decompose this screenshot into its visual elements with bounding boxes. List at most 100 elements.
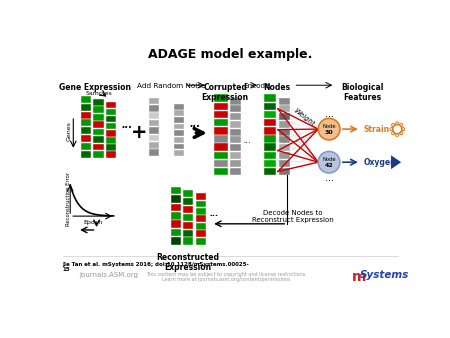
- Bar: [214, 152, 228, 159]
- Text: Biological
Features: Biological Features: [341, 83, 383, 102]
- Text: Journals.ASM.org: Journals.ASM.org: [80, 271, 139, 277]
- Bar: [264, 111, 276, 118]
- Text: +: +: [131, 123, 148, 142]
- Text: ...: ...: [189, 119, 201, 129]
- Bar: [279, 144, 290, 151]
- Bar: [264, 135, 276, 143]
- Bar: [174, 124, 184, 129]
- Bar: [230, 152, 241, 159]
- Bar: [162, 122, 172, 128]
- Bar: [183, 230, 194, 237]
- Bar: [230, 113, 241, 120]
- Bar: [94, 99, 104, 106]
- Bar: [230, 105, 241, 112]
- Bar: [81, 127, 91, 134]
- Bar: [94, 121, 104, 128]
- Bar: [149, 105, 159, 112]
- Text: 30: 30: [325, 130, 333, 135]
- Text: This content may be subject to copyright and license restrictions.
Learn more at: This content may be subject to copyright…: [146, 271, 307, 282]
- Text: Reconstruction Error: Reconstruction Error: [66, 172, 71, 226]
- Polygon shape: [391, 155, 401, 169]
- Bar: [174, 104, 184, 110]
- Text: Node: Node: [322, 124, 336, 129]
- Bar: [214, 160, 228, 167]
- Bar: [230, 144, 241, 151]
- Bar: [106, 151, 116, 158]
- Bar: [162, 129, 172, 135]
- Text: Weight: Weight: [292, 107, 316, 128]
- Bar: [174, 144, 184, 149]
- Text: Add Random Noise: Add Random Noise: [137, 83, 205, 89]
- Bar: [162, 150, 172, 156]
- Bar: [230, 121, 241, 128]
- Bar: [214, 119, 228, 126]
- Bar: [279, 129, 290, 136]
- Bar: [81, 96, 91, 103]
- Bar: [279, 168, 290, 174]
- Bar: [162, 115, 172, 121]
- Bar: [94, 114, 104, 121]
- Text: m: m: [352, 270, 367, 284]
- Bar: [106, 144, 116, 150]
- Bar: [174, 150, 184, 156]
- Bar: [162, 107, 172, 114]
- Bar: [149, 127, 159, 134]
- Bar: [279, 98, 290, 104]
- Bar: [279, 113, 290, 120]
- Bar: [230, 168, 241, 174]
- Bar: [81, 112, 91, 119]
- Bar: [264, 143, 276, 151]
- Bar: [214, 103, 228, 110]
- Bar: [94, 129, 104, 135]
- Text: Reconstructed
Expression: Reconstructed Expression: [157, 253, 220, 272]
- Bar: [196, 215, 206, 222]
- Bar: [230, 98, 241, 104]
- Bar: [106, 123, 116, 129]
- Bar: [149, 112, 159, 119]
- Bar: [106, 102, 116, 108]
- Bar: [264, 168, 276, 175]
- Bar: [183, 190, 194, 197]
- Bar: [196, 193, 206, 200]
- Bar: [94, 151, 104, 158]
- Bar: [196, 231, 206, 237]
- Bar: [264, 119, 276, 126]
- Bar: [279, 160, 290, 167]
- Bar: [174, 137, 184, 143]
- Bar: [279, 137, 290, 143]
- Circle shape: [318, 118, 340, 140]
- Bar: [162, 136, 172, 142]
- Bar: [81, 104, 91, 111]
- Bar: [214, 143, 228, 151]
- Bar: [264, 103, 276, 110]
- Bar: [196, 223, 206, 230]
- Bar: [279, 152, 290, 159]
- Text: Nodes: Nodes: [264, 83, 291, 92]
- Text: Oxygen: Oxygen: [363, 158, 396, 167]
- Bar: [196, 200, 206, 207]
- Bar: [214, 135, 228, 143]
- Bar: [81, 150, 91, 158]
- Bar: [149, 142, 159, 149]
- Bar: [106, 130, 116, 137]
- Bar: [171, 203, 181, 211]
- Bar: [94, 144, 104, 150]
- Text: ...: ...: [324, 109, 333, 119]
- Bar: [230, 160, 241, 167]
- Bar: [183, 222, 194, 229]
- Bar: [149, 98, 159, 104]
- Bar: [264, 160, 276, 167]
- Bar: [264, 127, 276, 135]
- Bar: [81, 143, 91, 150]
- Bar: [94, 106, 104, 113]
- Text: ADAGE model example.: ADAGE model example.: [148, 48, 313, 61]
- Bar: [171, 187, 181, 194]
- Text: ...: ...: [244, 136, 252, 145]
- Text: Corrupted
Expression: Corrupted Expression: [202, 83, 249, 102]
- Bar: [230, 129, 241, 136]
- Bar: [214, 127, 228, 135]
- Bar: [183, 214, 194, 221]
- Text: ...: ...: [210, 209, 219, 218]
- Bar: [171, 195, 181, 203]
- Bar: [196, 238, 206, 245]
